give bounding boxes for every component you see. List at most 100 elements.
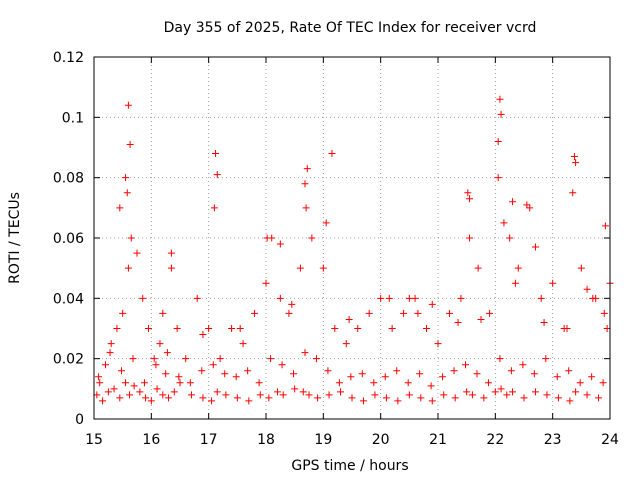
data-point [348,394,356,402]
data-point [439,373,447,381]
data-point [543,391,551,399]
data-point [104,388,112,396]
data-point [175,373,183,381]
data-point [319,264,327,272]
data-point [400,309,408,317]
data-point [337,388,345,396]
data-point [129,355,137,363]
data-point [267,355,275,363]
data-point [428,397,436,405]
data-point [186,379,194,387]
data-point [130,382,138,390]
data-point [569,189,577,197]
data-point [163,349,171,357]
data-point [404,379,412,387]
data-point [276,294,284,302]
data-point [124,264,132,272]
data-point [335,379,343,387]
data-point [113,325,121,332]
data-point [198,367,206,375]
data-point [365,309,373,317]
data-point [577,264,585,272]
data-point [232,373,240,381]
data-point [563,325,571,332]
data-point [457,294,465,302]
data-point [167,249,175,257]
data-point [371,391,379,399]
data-point [212,150,220,158]
x-tick-label: 16 [142,432,160,448]
data-point [393,367,401,375]
data-point [565,367,573,375]
data-point [405,391,413,399]
data-point [303,165,311,173]
data-point [542,355,550,363]
data-point [416,370,424,378]
data-point [162,370,170,378]
data-point [301,180,309,188]
data-point [244,367,252,375]
data-point [199,331,207,339]
data-point [101,361,109,369]
x-tick-label: 18 [257,432,275,448]
data-point [450,367,458,375]
data-point [519,361,527,369]
data-point [359,397,367,405]
data-point [345,315,353,323]
data-point [394,397,402,405]
data-point [221,370,229,378]
data-point [107,340,115,348]
data-point [503,391,511,399]
data-point [299,388,307,396]
data-point [454,318,462,326]
data-point [278,361,286,369]
data-point [466,234,474,242]
data-point [153,385,161,393]
data-point [159,309,167,317]
data-point [385,294,393,302]
data-point [464,189,472,197]
data-point [152,361,160,369]
data-point [497,385,505,393]
data-point [484,379,492,387]
y-axis-label: ROTI / TECUs [7,192,23,284]
data-point [165,394,173,402]
x-tick-label: 22 [486,432,504,448]
data-point [480,394,488,402]
data-point [122,174,130,182]
data-point [199,394,207,402]
data-point [500,219,508,227]
data-point [305,391,313,399]
data-point [159,391,167,399]
data-point [239,340,247,348]
data-point [216,355,224,363]
data-point [127,234,135,242]
data-point [213,171,221,179]
data-point [466,195,474,203]
y-tick-label: 0.06 [53,231,84,247]
y-tick-label: 0.04 [53,291,84,307]
data-points [93,95,614,405]
data-point [427,382,435,390]
data-point [428,300,436,308]
data-point [325,391,333,399]
data-point [509,198,517,206]
data-point [382,394,390,402]
data-point [509,388,517,396]
data-point [285,309,293,317]
x-tick-label: 15 [85,432,103,448]
data-point [245,397,253,405]
data-point [592,294,600,302]
data-point [588,373,596,381]
y-tick-label: 0 [75,412,84,428]
data-point [572,388,580,396]
data-point [451,394,459,402]
data-point [414,309,422,317]
data-point [474,264,482,272]
data-point [209,361,217,369]
data-point [566,397,574,405]
y-tick-label: 0.02 [53,352,84,368]
data-point [370,379,378,387]
data-point [228,325,236,332]
